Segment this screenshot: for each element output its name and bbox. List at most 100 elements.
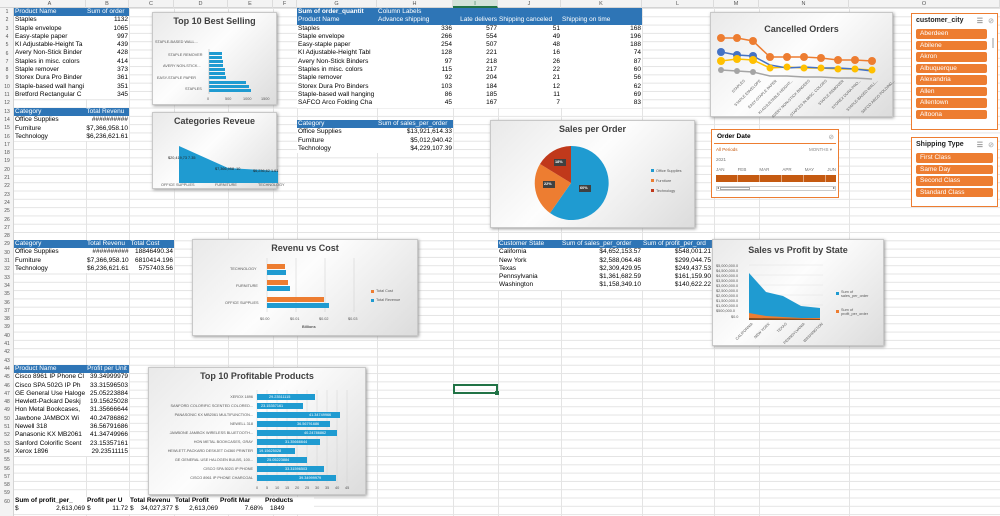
- col-m[interactable]: M: [714, 0, 759, 8]
- row-header[interactable]: 45: [4, 374, 10, 381]
- cell[interactable]: $2,588,064.48: [599, 256, 641, 264]
- row-header[interactable]: 34: [4, 282, 10, 289]
- cell[interactable]: 196: [630, 32, 641, 40]
- row-header[interactable]: 22: [4, 183, 10, 190]
- cell[interactable]: 507: [486, 41, 497, 49]
- cell[interactable]: Technology: [15, 132, 48, 140]
- cell[interactable]: Hon Metal Bookcases,: [15, 406, 81, 414]
- col-k[interactable]: K: [561, 0, 642, 8]
- cell[interactable]: 12: [552, 82, 560, 90]
- cell[interactable]: 336: [441, 24, 452, 32]
- row-header[interactable]: 18: [4, 150, 10, 157]
- header-profit-per-unit[interactable]: Profit per Unit: [86, 365, 129, 374]
- cell[interactable]: 40.24786862: [90, 414, 128, 422]
- cell[interactable]: 49: [552, 32, 560, 40]
- row-header[interactable]: 38: [4, 316, 10, 323]
- row-header[interactable]: 32: [4, 266, 10, 273]
- row-header[interactable]: 29: [4, 241, 10, 248]
- cell[interactable]: Washington: [499, 281, 534, 289]
- header-sum-profit[interactable]: Sum of profit_per_ord: [642, 240, 712, 249]
- header-sum-sales[interactable]: Sum of sales_per_order: [561, 240, 642, 249]
- row-header[interactable]: 46: [4, 382, 10, 389]
- chart-categories-revenue[interactable]: Categories Reveue $20,419,73 7.35 $7,366…: [152, 112, 285, 189]
- row-header[interactable]: 19: [4, 158, 10, 165]
- cell[interactable]: $140,622.22: [674, 281, 711, 289]
- cell[interactable]: Office Supplies: [15, 116, 59, 124]
- cell[interactable]: 23.15357161: [90, 439, 128, 447]
- cell[interactable]: 128: [441, 49, 452, 57]
- cell[interactable]: 6810414.196: [135, 256, 173, 264]
- row-header[interactable]: 56: [4, 465, 10, 472]
- pivot-revenue-cost[interactable]: Category Total Revenu Total Cost Office Su…: [14, 240, 174, 274]
- cell[interactable]: Staple envelope: [298, 32, 345, 40]
- chart-sales-vs-profit-state[interactable]: Sales vs Profit by State $5,000,000.0 $4…: [712, 239, 884, 346]
- cell[interactable]: $249,437.53: [674, 264, 711, 272]
- col-e[interactable]: E: [228, 0, 273, 8]
- row-header[interactable]: 4: [5, 33, 9, 40]
- cell[interactable]: 103: [441, 82, 452, 90]
- cell[interactable]: Xerox 1896: [15, 447, 49, 455]
- multi-select-icon[interactable]: ☰: [976, 142, 983, 149]
- slicer-item[interactable]: Albuquerque: [916, 63, 987, 73]
- row-header[interactable]: 55: [4, 457, 10, 464]
- cell[interactable]: 414: [117, 57, 128, 65]
- row-header[interactable]: 39: [4, 324, 10, 331]
- cell[interactable]: KI Adjustable-Height Tabl: [298, 49, 371, 57]
- cell[interactable]: 16: [552, 49, 560, 57]
- cell[interactable]: 361: [117, 74, 128, 82]
- summary-header[interactable]: Total Revenu: [130, 497, 171, 504]
- col-h[interactable]: H: [377, 0, 453, 8]
- clear-filter-icon[interactable]: ⊘: [988, 18, 994, 25]
- summary-cell[interactable]: $11.72: [87, 505, 128, 513]
- cell[interactable]: Pennsylvania: [499, 273, 538, 281]
- cell[interactable]: $6,236,621.61: [87, 264, 129, 272]
- row-header[interactable]: 11: [4, 92, 10, 98]
- cell[interactable]: Easy-staple paper: [15, 32, 68, 40]
- cell[interactable]: $1,361,682.59: [599, 273, 641, 281]
- cell[interactable]: 56: [633, 74, 641, 82]
- row-header[interactable]: 52: [4, 432, 10, 439]
- cell[interactable]: 188: [630, 41, 641, 49]
- cell[interactable]: Storex Dura Pro Binder: [15, 74, 83, 82]
- summary-header[interactable]: Products: [265, 497, 294, 504]
- row-header[interactable]: 7: [5, 58, 9, 65]
- col-o[interactable]: O: [849, 0, 1000, 8]
- clear-filter-icon[interactable]: ⊘: [988, 142, 994, 149]
- cell[interactable]: 428: [117, 49, 128, 57]
- row-header[interactable]: 53: [4, 440, 10, 447]
- slicer-item[interactable]: Altoona: [916, 109, 987, 119]
- cell[interactable]: Storex Dura Pro Binders: [298, 82, 369, 90]
- cell[interactable]: New York: [499, 256, 527, 264]
- cell[interactable]: 577: [486, 24, 497, 32]
- row-header[interactable]: 5: [5, 42, 9, 49]
- col-l[interactable]: L: [642, 0, 714, 8]
- cell[interactable]: 204: [486, 74, 497, 82]
- cell[interactable]: 41.34749966: [90, 431, 128, 439]
- cell[interactable]: Staples in misc. colors: [15, 57, 80, 65]
- chart-sales-per-order[interactable]: Sales per Order 18% 22% 60% Office Suppl…: [490, 120, 695, 228]
- col-i[interactable]: I: [453, 0, 498, 8]
- cell[interactable]: Avery Non-Stick Binders: [298, 57, 369, 65]
- summary-cell[interactable]: $2,613,069: [175, 505, 218, 513]
- cell[interactable]: 439: [117, 41, 128, 49]
- cell[interactable]: ##########: [91, 116, 128, 124]
- col-b[interactable]: B: [86, 0, 129, 8]
- col-j[interactable]: J: [498, 0, 561, 8]
- cell[interactable]: 48: [552, 41, 560, 49]
- pivot-category-revenue[interactable]: Category Total Revenu Office Supplies ####…: [14, 108, 129, 142]
- cell[interactable]: Staple envelope: [15, 24, 62, 32]
- header-product-name[interactable]: Product Name: [14, 8, 86, 17]
- selected-cell[interactable]: [453, 384, 499, 395]
- summary-cell[interactable]: 1849: [270, 505, 285, 513]
- header-category[interactable]: Category: [14, 108, 86, 117]
- header-sum-quantity[interactable]: Sum of order_quantit: [297, 8, 377, 17]
- cell[interactable]: $13,921,614.33: [406, 128, 452, 136]
- cell[interactable]: ##########: [92, 248, 129, 256]
- cell[interactable]: 184: [486, 82, 497, 90]
- cell[interactable]: $4,652,153.57: [599, 248, 641, 256]
- slicer-item[interactable]: Standard Class: [916, 187, 993, 197]
- row-header[interactable]: 27: [4, 224, 10, 231]
- cell[interactable]: Technology: [15, 264, 48, 272]
- cell[interactable]: 60: [633, 66, 641, 74]
- row-header[interactable]: 31: [4, 258, 10, 264]
